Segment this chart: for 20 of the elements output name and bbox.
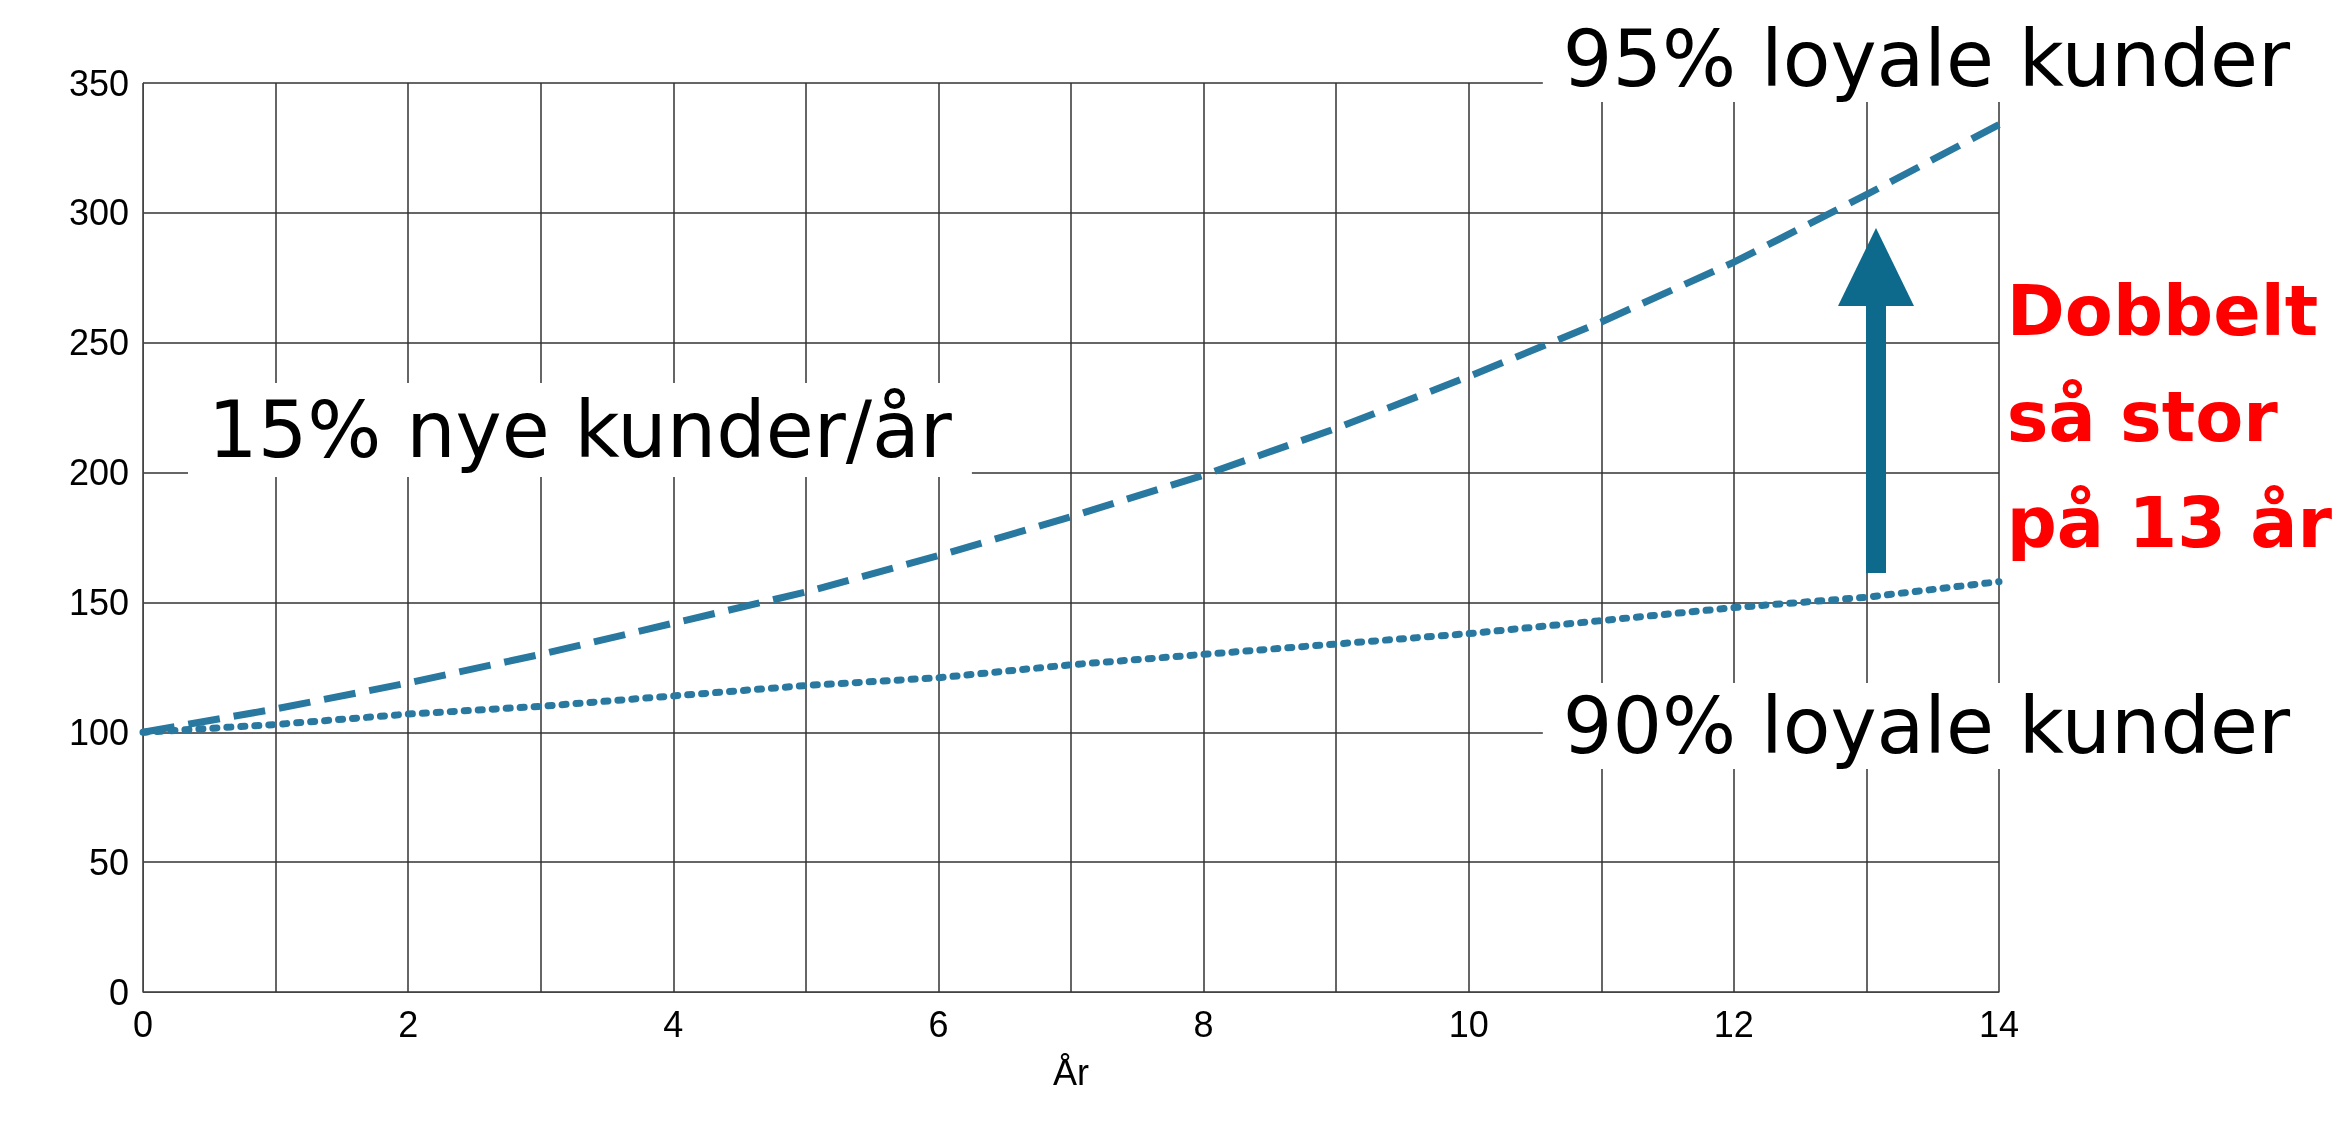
annotation: 15% nye kunder/år <box>208 385 953 475</box>
x-axis-title: År <box>1053 1051 1090 1093</box>
x-tick-label: 4 <box>663 1003 684 1045</box>
series-label: 95% loyale kunder <box>1562 14 2291 104</box>
x-tick-label: 6 <box>928 1003 949 1045</box>
x-tick-label: 2 <box>398 1003 419 1045</box>
y-tick-label: 350 <box>68 62 129 104</box>
y-tick-label: 100 <box>68 711 129 753</box>
x-tick-label: 10 <box>1448 1003 1489 1045</box>
x-tick-label: 14 <box>1978 1003 2020 1045</box>
y-tick-label: 300 <box>68 192 129 234</box>
x-tick-label: 12 <box>1713 1003 1754 1045</box>
text: Dobbelt så stor på 13 år <box>2006 270 2333 564</box>
x-tick-label: 8 <box>1193 1003 1214 1045</box>
y-tick-label: 150 <box>68 581 129 623</box>
y-tick-label: 250 <box>68 322 129 364</box>
series-label: 90% loyale kunder <box>1562 681 2291 771</box>
y-tick-label: 200 <box>68 452 129 494</box>
y-tick-label: 50 <box>88 841 129 883</box>
y-tick-label: 0 <box>108 971 129 1013</box>
